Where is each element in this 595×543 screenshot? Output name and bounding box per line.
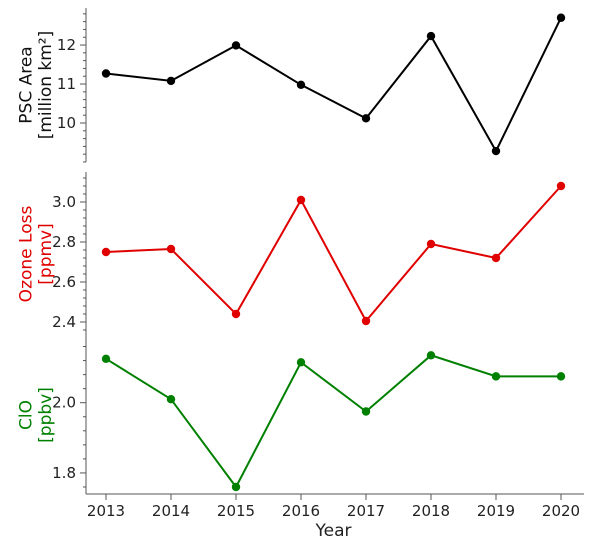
ozone-y-axis-title-line: [ppmv]: [36, 223, 56, 284]
psc-data-point: [101, 69, 111, 78]
clo-series-line: [105, 354, 561, 489]
ozone-data-point: [166, 244, 176, 254]
x-axis-title: Year: [315, 521, 352, 541]
clo-data-point: [231, 482, 241, 492]
psc-y-axis-title-line: PSC Area: [16, 46, 36, 123]
psc-data-point: [361, 114, 371, 123]
psc-data-point: [231, 41, 241, 50]
x-tick-label: 2017: [347, 502, 385, 520]
x-tick-label: 2018: [412, 502, 450, 520]
ozone-data-point: [231, 309, 241, 319]
ozone-y-tick-label: 2.6: [52, 273, 76, 291]
clo-data-point: [296, 358, 306, 367]
psc-y-axis-title: PSC Area[million km²]: [16, 31, 56, 140]
ozone-data-point: [556, 181, 566, 191]
clo-data-point: [361, 407, 371, 416]
ozone-data-point: [101, 247, 111, 257]
psc-data-point: [426, 31, 436, 41]
clo-data-point: [101, 354, 111, 364]
psc-y-tick-label: 12: [57, 36, 76, 54]
ozone-y-tick-label: 3.0: [52, 193, 76, 211]
clo-y-axis-title-line: [ppbv]: [36, 387, 56, 443]
psc-data-point: [491, 146, 501, 156]
clo-y-tick-label: 2.0: [52, 394, 76, 412]
ozone-y-tick-label: 2.4: [52, 313, 76, 331]
ozone-y-axis-title-line: Ozone Loss: [16, 206, 36, 303]
x-tick-label: 2014: [152, 502, 190, 520]
ozone-y-tick-label: 2.8: [52, 233, 76, 251]
ozone-data-point: [426, 239, 436, 249]
psc-series-line: [105, 17, 562, 154]
psc-y-axis-title-line: [million km²]: [36, 31, 56, 140]
ozone-y-axis-title: Ozone Loss[ppmv]: [16, 206, 56, 303]
ozone-data-point: [361, 316, 371, 326]
x-tick-label: 2019: [477, 502, 515, 520]
clo-data-point: [556, 372, 566, 381]
clo-y-axis-title: ClO[ppbv]: [16, 387, 56, 443]
clo-data-point: [491, 372, 501, 381]
clo-y-tick-label: 1.8: [52, 464, 76, 482]
psc-y-tick-label: 10: [57, 114, 76, 132]
psc-data-point: [166, 76, 176, 86]
clo-data-point: [426, 351, 436, 360]
psc-data-point: [556, 13, 566, 22]
psc-y-tick-label: 11: [57, 75, 76, 93]
x-tick-label: 2015: [217, 502, 255, 520]
ozone-data-point: [296, 195, 306, 205]
psc-data-point: [296, 80, 306, 90]
x-tick-label: 2013: [87, 502, 125, 520]
ozone-data-point: [491, 253, 501, 263]
x-tick-label: 2020: [542, 502, 580, 520]
x-tick-label: 2016: [282, 502, 320, 520]
ozone-series-line: [105, 185, 562, 323]
clo-y-axis-title-line: ClO: [16, 400, 36, 430]
clo-data-point: [166, 395, 176, 404]
